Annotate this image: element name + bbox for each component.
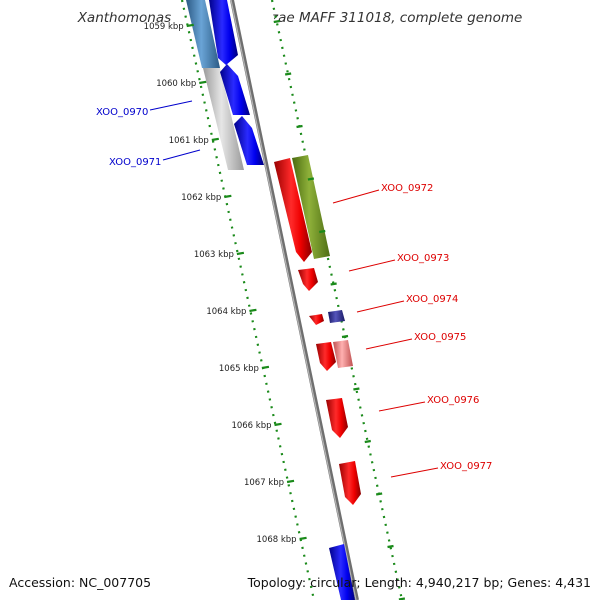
outer-tick-mark [398,597,406,600]
tick-label: 1063 kbp [194,250,234,260]
gene-label-leader [390,467,439,478]
outer-tick-mark [364,439,371,444]
gene-label[interactable]: XOO_0970 [96,107,148,118]
outer-tick-mark [341,334,349,339]
tick-label: 1061 kbp [169,136,209,146]
tick-mark [299,536,307,541]
tick-label: 1067 kbp [244,478,284,488]
outer-tick-mark [319,229,326,234]
feature-red-xoo0974 [309,314,324,325]
feature-red-xoo0972 [274,158,312,262]
gene-label[interactable]: XOO_0976 [427,395,479,406]
tick-mark [186,23,194,28]
gene-label-leader [348,259,396,272]
feature-blue-xoo0970 [220,64,250,115]
outer-tick-mark [284,72,292,76]
genome-backbone-highlight [230,0,357,600]
tick-label: 1059 kbp [144,22,184,32]
feature-green-block [292,155,330,259]
gene-label-leader [162,149,201,161]
feature-blue-xoo0971 [234,116,264,165]
feature-steel-block [186,0,220,68]
genome-backbone [230,0,359,600]
tick-mark [261,365,270,370]
gene-label-leader [356,300,405,313]
tick-mark [286,479,295,484]
feature-gray-block [203,68,244,170]
gene-label[interactable]: XOO_0975 [414,332,466,343]
feature-red-xoo0976 [326,398,348,438]
tick-label: 1065 kbp [219,364,259,374]
outer-tick-mark [353,387,360,391]
gene-labels: XOO_0970 XOO_0971 XOO_0972 XOO_0973 XOO_0974… [96,100,492,478]
feature-pink-block [333,340,353,368]
tick-label: 1068 kbp [257,535,297,545]
genome-summary-label: Topology: circular; Length: 4,940,217 bp… [247,575,591,590]
gene-label[interactable]: XOO_0974 [406,294,458,305]
gene-label-leader [332,189,380,204]
gene-label-leader [365,338,413,350]
feature-navy-small [328,310,345,323]
tick-mark [274,422,282,427]
gene-label[interactable]: XOO_0971 [109,157,161,168]
outer-tick-mark [273,19,280,24]
outer-tick-mark [387,544,394,549]
tick-label: 1066 kbp [231,421,271,431]
tick-marks: 1059 kbp 1060 kbp 1061 kbp 1062 kbp 1063 kbp… [144,19,406,600]
tick-mark [199,80,207,85]
tick-label: 1064 kbp [206,307,246,317]
gene-label-leader [378,401,426,412]
outer-tick-mark [375,492,383,496]
feature-red-xoo0977 [339,461,361,505]
feature-blue-bottom [329,544,355,600]
gene-label[interactable]: XOO_0973 [397,253,449,264]
accession-label: Accession: NC_007705 [9,575,152,590]
tick-mark [224,194,232,199]
gene-label[interactable]: XOO_0972 [381,183,433,194]
feature-blue-top [209,0,238,65]
tick-mark [249,308,257,313]
feature-red-xoo0975 [316,342,336,371]
map-band [170,0,402,600]
outer-tick-mark [296,124,303,129]
gene-label[interactable]: XOO_0977 [440,461,492,472]
outer-tick-mark [307,177,315,181]
feature-red-xoo0973 [298,268,318,291]
gene-label-leader [149,100,193,111]
outer-tick-mark [330,282,337,286]
tick-label: 1060 kbp [156,79,196,89]
tick-label: 1062 kbp [181,193,221,203]
tick-mark [236,251,245,256]
tick-mark [211,137,219,142]
